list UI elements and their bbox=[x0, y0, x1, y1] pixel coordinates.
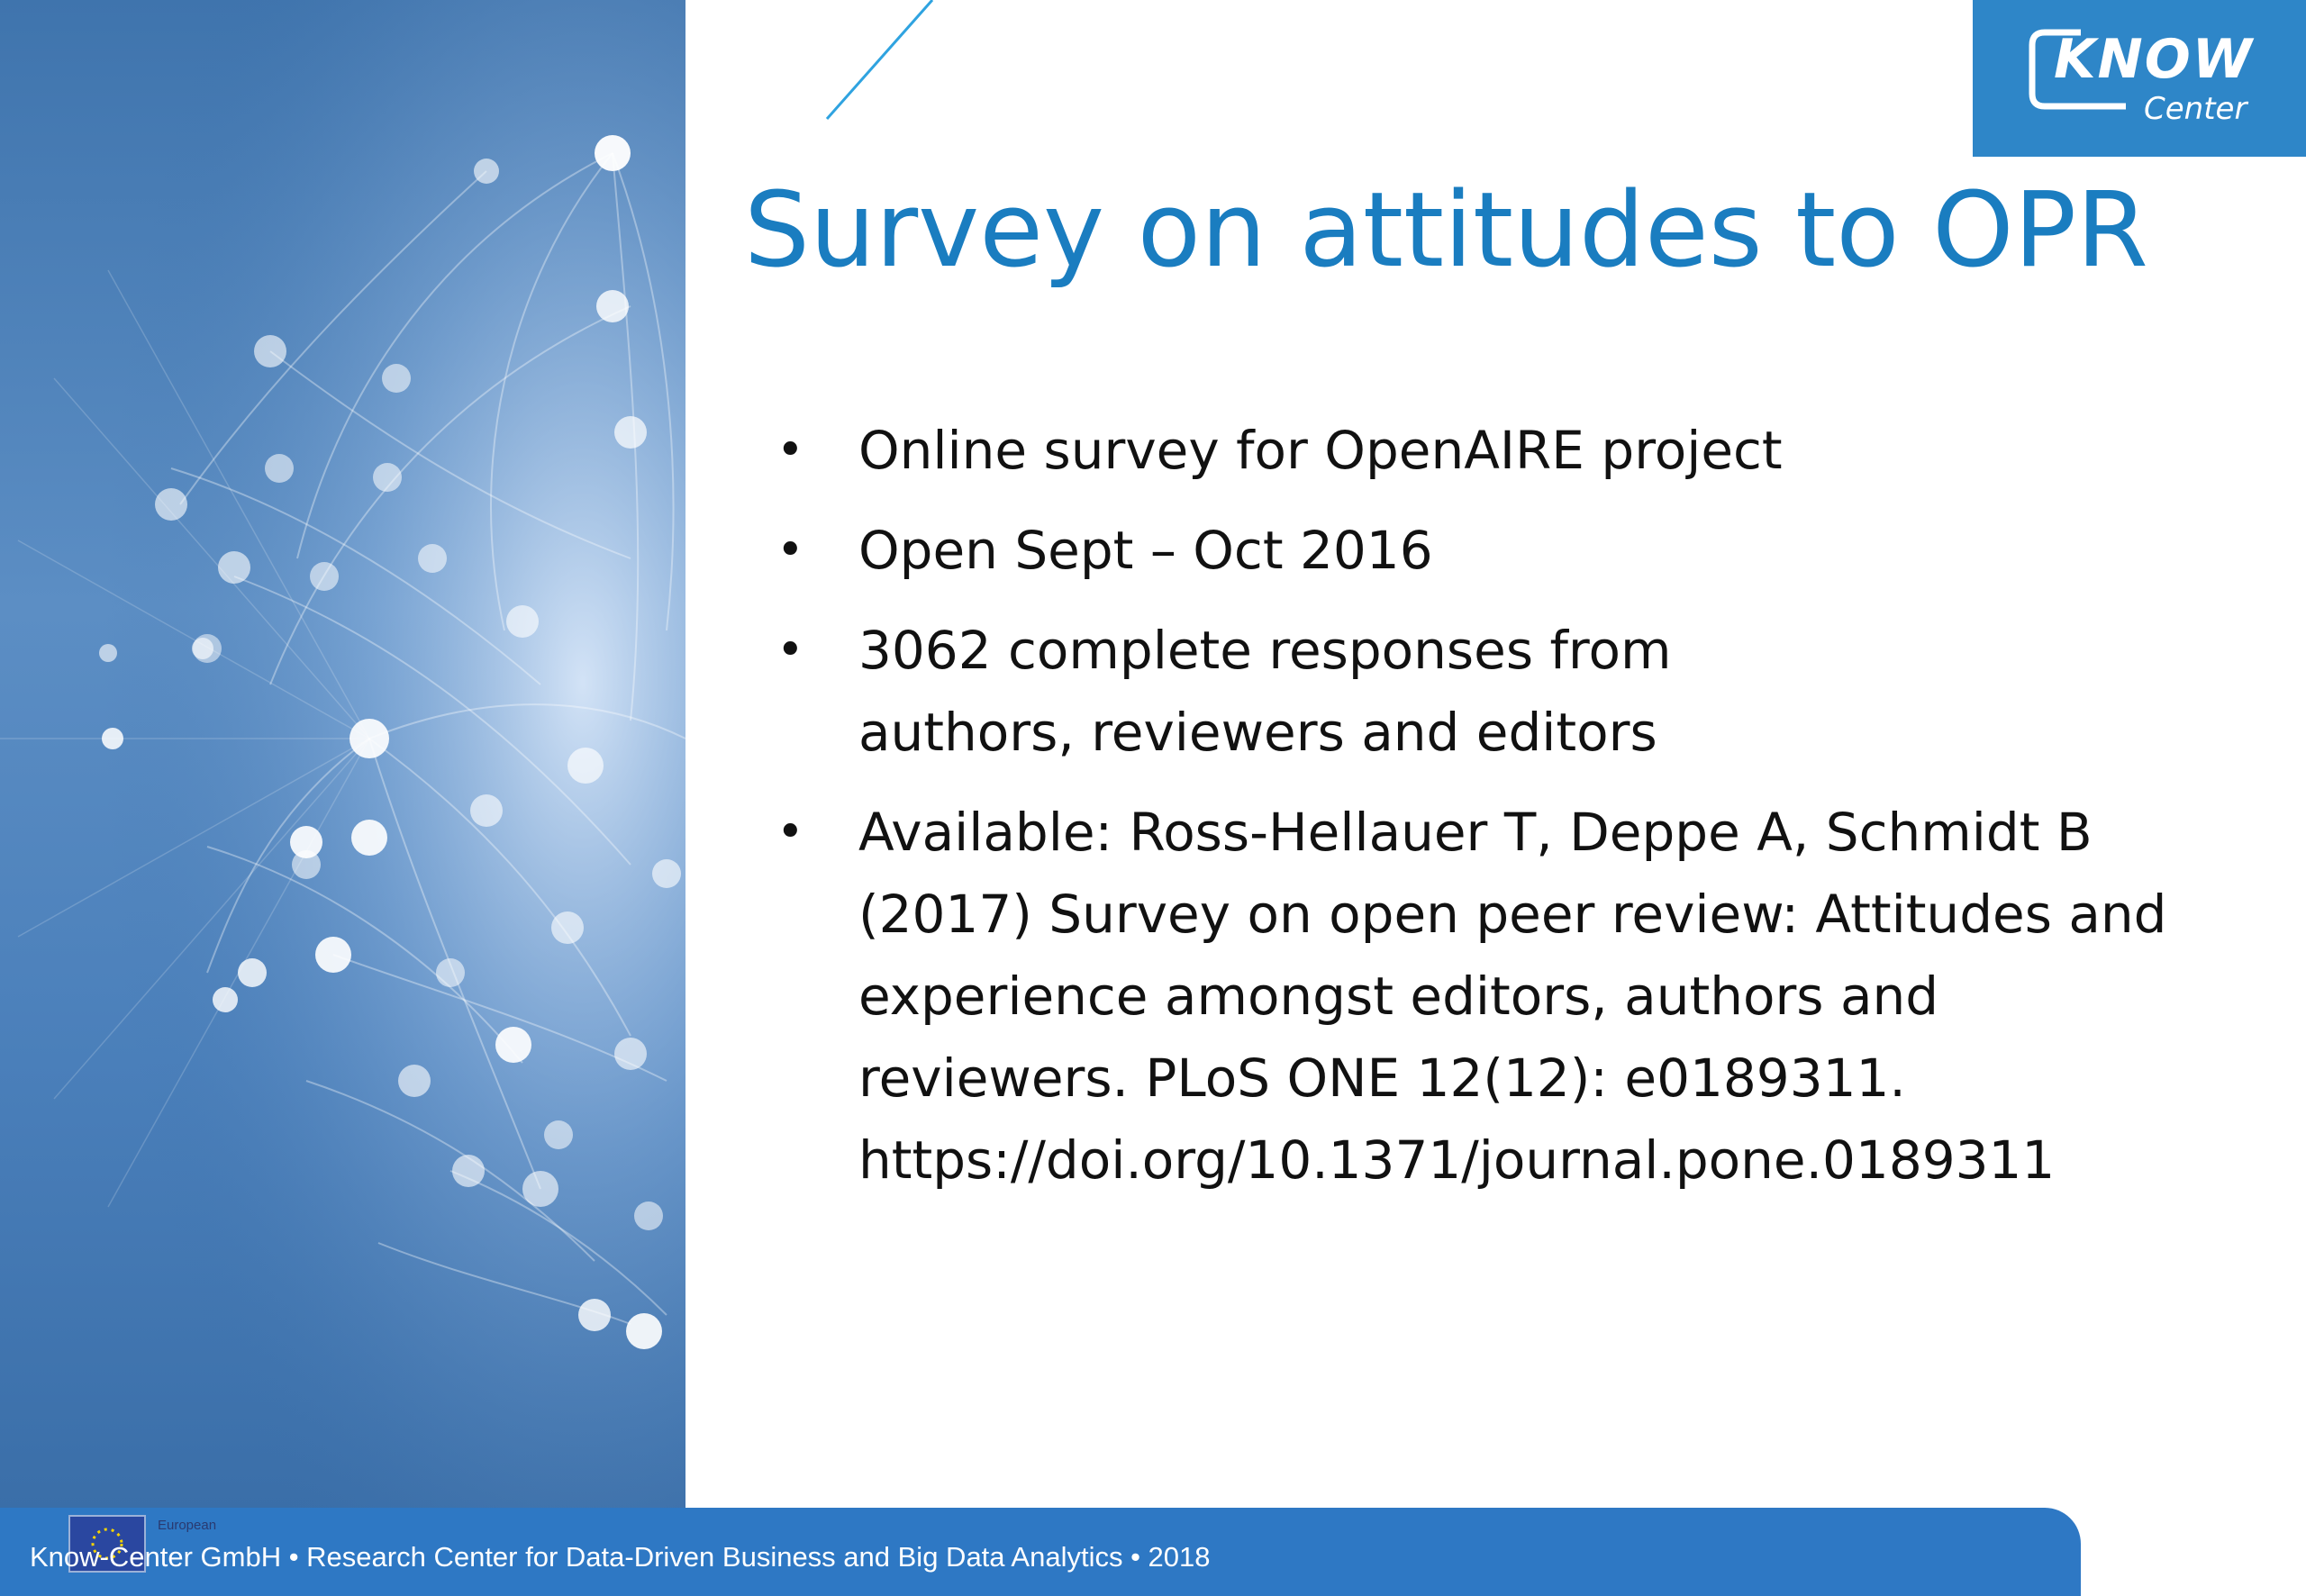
bullet-marker: • bbox=[776, 805, 804, 859]
bullet-text: 3062 complete responses from authors, re… bbox=[858, 620, 1672, 763]
footer-text: Know-Center GmbH • Research Center for D… bbox=[30, 1541, 1211, 1573]
logo-word: KNOW bbox=[2054, 28, 2254, 91]
bullet-item: • Online survey for OpenAIRE project bbox=[766, 410, 2207, 492]
eu-flag bbox=[68, 1515, 146, 1573]
network-globe-panel bbox=[0, 0, 685, 1518]
bullet-item: • Available: Ross-Hellauer T, Deppe A, S… bbox=[766, 792, 2207, 1202]
bullet-list: • Online survey for OpenAIRE project • O… bbox=[766, 410, 2207, 1220]
footer-bar bbox=[0, 1508, 2081, 1596]
eu-flag-icon bbox=[70, 1517, 144, 1571]
eu-label: European bbox=[158, 1518, 217, 1533]
accent-line bbox=[825, 0, 934, 120]
logo-subtitle: Center bbox=[2144, 91, 2247, 127]
bullet-item: • 3062 complete responses from authors, … bbox=[766, 610, 2207, 774]
slide-title: Survey on attitudes to OPR bbox=[744, 170, 2148, 291]
network-globe-icon bbox=[0, 0, 685, 1518]
bullet-text: Open Sept – Oct 2016 bbox=[858, 520, 1433, 581]
know-center-logo: KNOW Center bbox=[1973, 0, 2306, 157]
know-center-logo-icon bbox=[2029, 29, 2126, 110]
bullet-marker: • bbox=[776, 423, 804, 477]
bullet-text: Online survey for OpenAIRE project bbox=[858, 420, 1783, 481]
bullet-marker: • bbox=[776, 623, 804, 677]
bullet-item: • Open Sept – Oct 2016 bbox=[766, 510, 2207, 592]
bullet-marker: • bbox=[776, 523, 804, 577]
bullet-text: Available: Ross-Hellauer T, Deppe A, Sch… bbox=[858, 802, 2167, 1191]
